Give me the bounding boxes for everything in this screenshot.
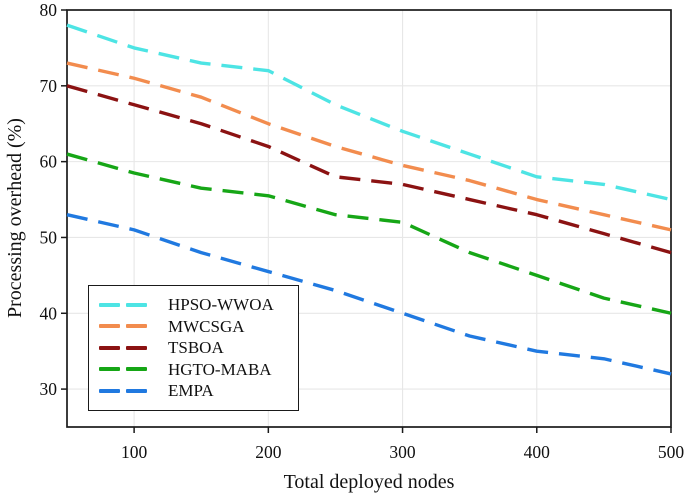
- legend-item-hpso-wwoa: HPSO-WWOA: [89, 294, 298, 316]
- y-tick-label: 30: [40, 379, 58, 399]
- x-tick-label: 400: [524, 442, 551, 462]
- legend-dash-icon: [99, 388, 147, 393]
- legend-item-empa: EMPA: [89, 380, 298, 402]
- legend-label: MWCSGA: [168, 316, 245, 336]
- y-axis-title: Processing overhead (%): [4, 118, 26, 319]
- plot-border: [66, 9, 672, 428]
- x-tick-label: 100: [121, 442, 148, 462]
- y-tick-label: 70: [40, 76, 58, 96]
- legend-dash-icon: [99, 324, 147, 329]
- y-tick-label: 40: [40, 303, 58, 323]
- legend-item-hgto-maba: HGTO-MABA: [89, 359, 298, 381]
- x-tick-label: 300: [389, 442, 416, 462]
- legend-dash-icon: [99, 345, 147, 350]
- x-axis-title: Total deployed nodes: [283, 471, 455, 493]
- x-tick-label: 200: [255, 442, 282, 462]
- series-line-empa: [66, 213, 672, 376]
- legend-label: HGTO-MABA: [168, 359, 272, 379]
- legend-label: EMPA: [168, 381, 214, 401]
- legend-item-tsboa: TSBOA: [89, 337, 298, 359]
- series-line-hgto-maba: [66, 152, 672, 315]
- y-tick-label: 80: [40, 0, 58, 20]
- legend-label: TSBOA: [168, 338, 224, 358]
- y-tick-label: 60: [40, 152, 58, 172]
- y-tick-label: 50: [40, 227, 58, 247]
- series-line-tsboa: [66, 84, 672, 255]
- legend-label: HPSO-WWOA: [168, 295, 274, 315]
- series-line-mwcsga: [66, 61, 672, 232]
- legend: HPSO-WWOA MWCSGA TSBOA HGTO-MABA EMPA: [88, 285, 299, 411]
- series-line-hpso-wwoa: [66, 23, 672, 202]
- x-tick-label: 500: [658, 442, 685, 462]
- legend-item-mwcsga: MWCSGA: [89, 316, 298, 338]
- legend-dash-icon: [99, 367, 147, 372]
- legend-dash-icon: [99, 302, 147, 307]
